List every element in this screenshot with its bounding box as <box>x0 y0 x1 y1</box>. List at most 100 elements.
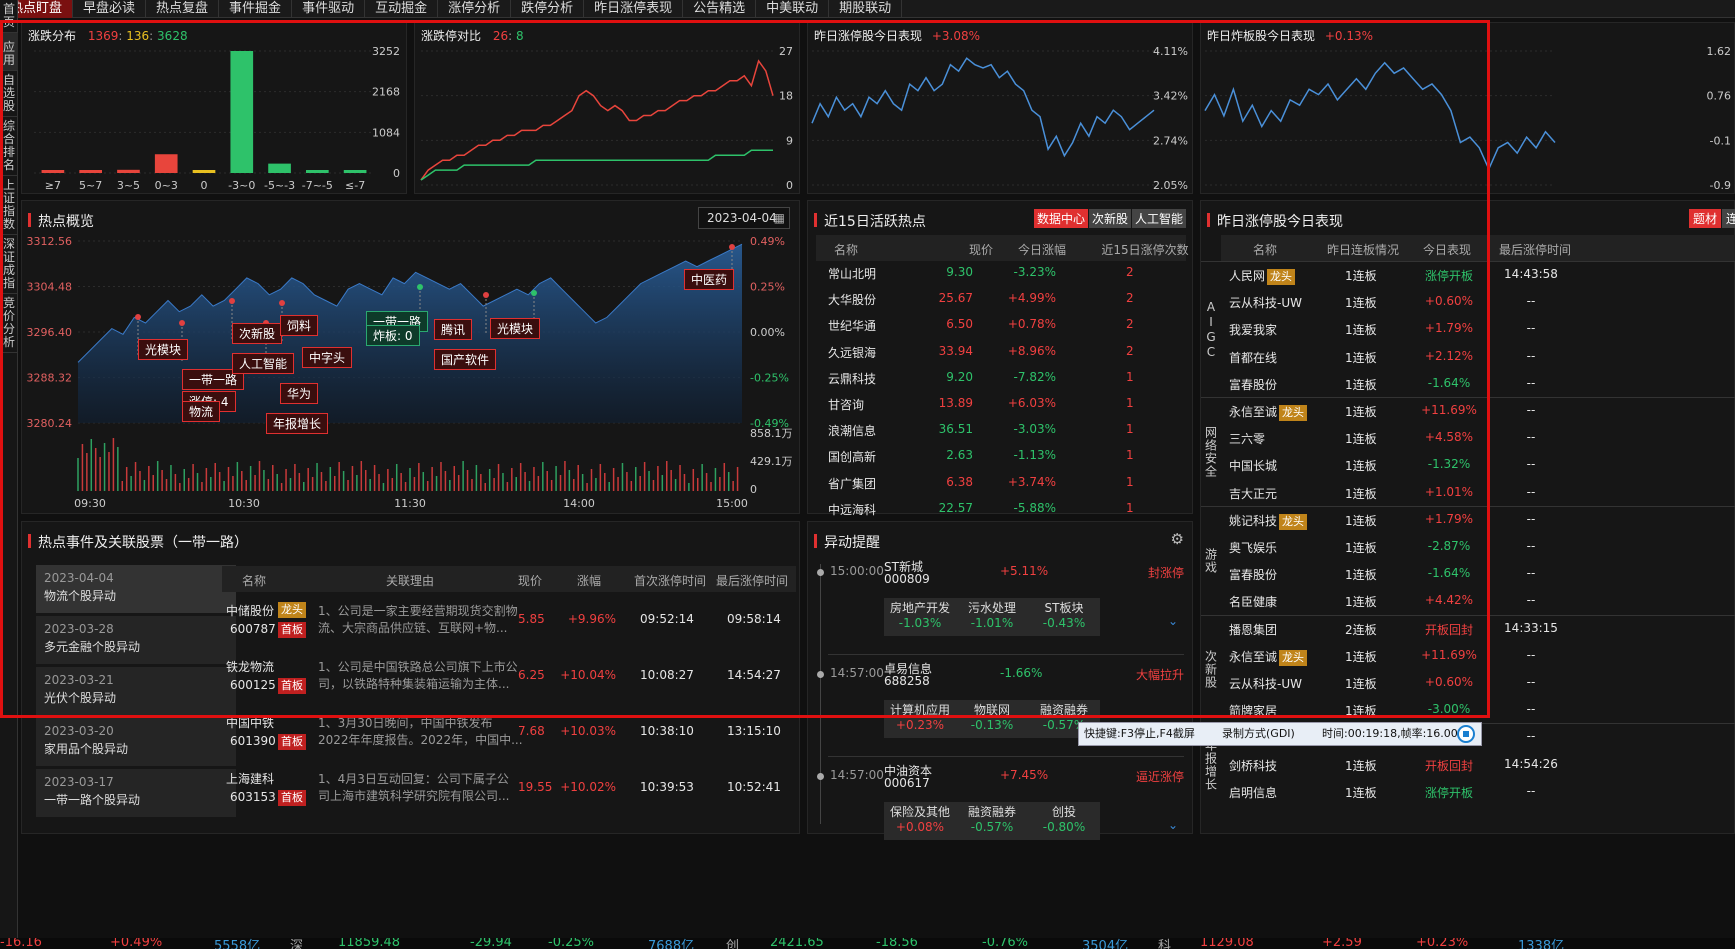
filter-button-0[interactable]: 题材 <box>1688 209 1721 228</box>
hotspot-tag[interactable]: 物流 <box>182 401 221 422</box>
row-name[interactable]: 久远银海 <box>828 345 877 360</box>
concept-tag[interactable]: ST板块 -0.43% <box>1028 598 1100 636</box>
hotspot-tag[interactable]: 次新股 <box>232 323 283 344</box>
hotspot-tag[interactable]: 华为 <box>280 383 319 404</box>
date-value: 2023-04-04 <box>707 211 777 225</box>
hotspot-tag[interactable]: 饲料 <box>280 315 319 336</box>
filter-button-0[interactable]: 数据中心 <box>1033 209 1088 228</box>
row-name[interactable]: 大华股份 <box>828 293 877 308</box>
left-tab-4[interactable]: 上证指数 <box>0 176 18 235</box>
date-picker[interactable]: 2023-04-04 ▦ <box>698 207 790 229</box>
tab-10[interactable]: 中美联动 <box>756 0 830 18</box>
row-name[interactable]: 省广集团 <box>828 476 877 491</box>
row-name[interactable]: 奥飞娱乐 <box>1229 539 1277 556</box>
row-name[interactable]: 我爱我家 <box>1229 321 1277 338</box>
row-name[interactable]: 富春股份 <box>1229 566 1277 583</box>
concept-tag[interactable]: 计算机应用 +0.23% <box>884 700 956 738</box>
filter-button-2[interactable]: 人工智能 <box>1131 209 1186 228</box>
hotspot-tag[interactable]: 一带一路 <box>182 369 245 390</box>
row-name[interactable]: 常山北明 <box>828 267 877 281</box>
filter-button-1[interactable]: 连板 <box>1721 209 1735 228</box>
ticker-item: 科 <box>1158 939 1172 949</box>
hotspot-tag[interactable]: 腾讯 <box>434 319 473 340</box>
stop-record-button[interactable] <box>1457 725 1475 743</box>
tab-9[interactable]: 公告精选 <box>683 0 757 18</box>
concept-tag[interactable]: 融资融券 -0.57% <box>956 802 1028 840</box>
tab-3[interactable]: 事件掘金 <box>219 0 293 18</box>
alert-stock-name[interactable]: 中油资本 <box>884 764 933 778</box>
row-name[interactable]: 剑桥科技 <box>1229 757 1277 774</box>
row-name[interactable]: 富春股份 <box>1229 376 1277 393</box>
left-tab-1[interactable]: 应用 <box>0 33 18 71</box>
bar-7 <box>306 170 329 173</box>
left-tab-5[interactable]: 深证成指 <box>0 235 18 294</box>
row-name[interactable]: 国创高新 <box>828 450 877 465</box>
hotspot-tag[interactable]: 年报增长 <box>266 413 329 434</box>
tab-0[interactable]: 热点盯盘 <box>0 0 74 18</box>
hotspot-tag[interactable]: 国产软件 <box>434 349 497 370</box>
row-name[interactable]: 吉大正元 <box>1229 485 1277 502</box>
left-tab-0[interactable]: 首页 <box>0 0 18 33</box>
expand-chevron-icon[interactable]: ⌄ <box>1168 818 1179 832</box>
concept-tag[interactable]: 保险及其他 +0.08% <box>884 802 956 840</box>
row-name[interactable]: 人民网 龙头 <box>1229 267 1296 285</box>
hotspot-tag[interactable]: 炸板: 0 <box>366 325 420 346</box>
row-name[interactable]: 三六零 <box>1229 430 1265 447</box>
row-name[interactable]: 永信至诚 龙头 <box>1229 648 1308 666</box>
row-name[interactable]: 中国长城 <box>1229 457 1277 474</box>
concept-tag[interactable]: 创投 -0.80% <box>1028 802 1100 840</box>
concept-name: 物联网 <box>973 703 1010 717</box>
filter-button-1[interactable]: 次新股 <box>1088 209 1131 228</box>
hotspot-tag[interactable]: 光模块 <box>138 339 189 360</box>
stock-name[interactable]: 中储股份 <box>226 604 275 618</box>
expand-chevron-icon[interactable]: ⌄ <box>1168 614 1179 628</box>
concept-tag[interactable]: 物联网 -0.13% <box>956 700 1028 738</box>
left-tab-2[interactable]: 自选股 <box>0 71 18 117</box>
event-list-item[interactable]: 2023-03-28 多元金融个股异动 <box>36 616 236 664</box>
row-name[interactable]: 云从科技-UW <box>1229 294 1302 311</box>
row-name[interactable]: 永信至诚 龙头 <box>1229 403 1308 421</box>
stock-code: 600787 <box>230 622 276 636</box>
alert-stock-name[interactable]: ST新城 <box>884 560 923 574</box>
tab-11[interactable]: 期股联动 <box>829 0 903 18</box>
row-name[interactable]: 云鼎科技 <box>828 371 877 386</box>
concept-tag[interactable]: 污水处理 -1.01% <box>956 598 1028 636</box>
left-tab-6[interactable]: 竞价分析 <box>0 294 18 353</box>
row-change: +8.96% <box>1007 343 1056 358</box>
stock-name[interactable]: 中国中铁 <box>226 716 275 730</box>
hotspot-tag[interactable]: 人工智能 <box>232 353 295 374</box>
hotspot-tag[interactable]: 光模块 <box>490 318 541 339</box>
row-name[interactable]: 名臣健康 <box>1229 593 1277 610</box>
concept-tag[interactable]: 房地产开发 -1.03% <box>884 598 956 636</box>
stock-name[interactable]: 上海建科 <box>226 772 275 786</box>
row-name[interactable]: 启明信息 <box>1229 784 1277 801</box>
tab-6[interactable]: 涨停分析 <box>438 0 512 18</box>
row-name[interactable]: 云从科技-UW <box>1229 675 1302 692</box>
alert-stock-name[interactable]: 卓易信息 <box>884 662 933 676</box>
row-name[interactable]: 播恩集团 <box>1229 621 1277 638</box>
row-name[interactable]: 姚记科技 龙头 <box>1229 512 1308 530</box>
event-list-item[interactable]: 2023-03-17 一带一路个股异动 <box>36 769 236 817</box>
tab-2[interactable]: 热点复盘 <box>146 0 220 18</box>
left-tab-3[interactable]: 综合排名 <box>0 117 18 176</box>
event-list-item[interactable]: 2023-04-04 物流个股异动 <box>36 565 236 613</box>
first-limit-time: 10:38:10 <box>640 724 694 738</box>
tab-8[interactable]: 昨日涨停表现 <box>584 0 684 18</box>
event-list-item[interactable]: 2023-03-21 光伏个股异动 <box>36 667 236 715</box>
row-name[interactable]: 世纪华通 <box>828 319 877 334</box>
row-name[interactable]: 浪潮信息 <box>828 424 877 439</box>
tab-5[interactable]: 互动掘金 <box>365 0 439 18</box>
tab-4[interactable]: 事件驱动 <box>292 0 366 18</box>
tab-1[interactable]: 早盘必读 <box>73 0 147 18</box>
row-name[interactable]: 箭牌家居 <box>1229 702 1277 719</box>
hotspot-tag[interactable]: 中字头 <box>302 347 353 368</box>
tab-7[interactable]: 跌停分析 <box>511 0 585 18</box>
ticker-item: +0.49% <box>110 938 163 949</box>
gear-icon[interactable]: ⚙ <box>1170 530 1184 548</box>
hotspot-tag[interactable]: 中医药 <box>684 269 735 290</box>
stock-name[interactable]: 铁龙物流 <box>226 660 275 674</box>
row-name[interactable]: 中远海科 <box>828 502 877 517</box>
event-list-item[interactable]: 2023-03-20 家用品个股异动 <box>36 718 236 766</box>
row-name[interactable]: 首都在线 <box>1229 349 1277 366</box>
row-name[interactable]: 甘咨询 <box>828 398 865 412</box>
